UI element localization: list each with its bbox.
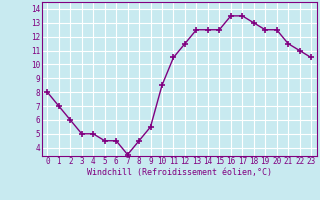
- X-axis label: Windchill (Refroidissement éolien,°C): Windchill (Refroidissement éolien,°C): [87, 168, 272, 177]
